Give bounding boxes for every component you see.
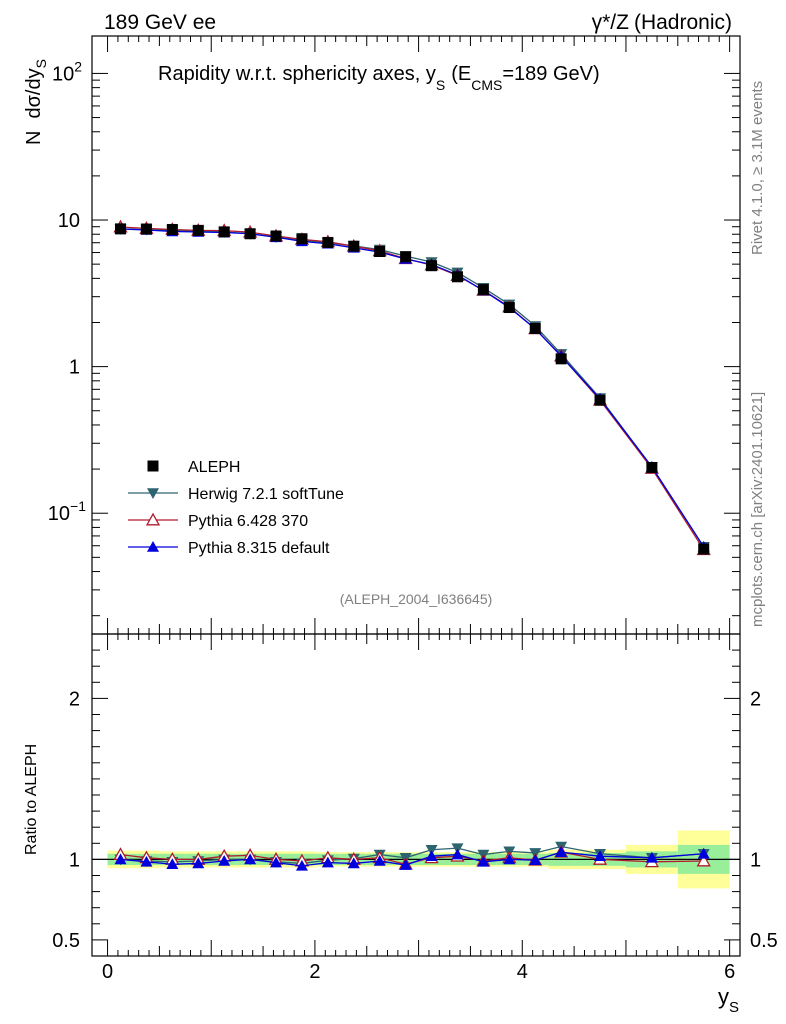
x-tick-label: 0 — [102, 961, 113, 983]
y-tick-label-main: 10 — [58, 210, 80, 232]
x-tick-label: 6 — [724, 961, 735, 983]
y-tick-label-ratio-right: 2 — [750, 688, 761, 710]
data-point — [426, 260, 438, 272]
header-right: γ*/Z (Hadronic) — [592, 11, 732, 34]
ratio-series-marker — [192, 857, 205, 869]
main-y-axis-label-dsig: dσ/dy — [23, 68, 45, 118]
y-tick-label-main: 10−1 — [48, 498, 86, 525]
plot-title-ecms-sub: CMS — [471, 77, 502, 93]
ratio-series-marker — [451, 848, 464, 860]
main-series-layer — [113, 219, 711, 556]
data-point — [140, 223, 152, 235]
data-point — [270, 230, 282, 242]
data-point — [374, 245, 386, 257]
ratio-series-marker — [399, 859, 412, 870]
ratio-series-marker — [295, 859, 308, 871]
plot-title-main: Rapidity w.r.t. sphericity axes, y — [158, 63, 436, 85]
data-point — [218, 226, 230, 238]
ratio-series-marker — [697, 847, 710, 859]
legend-marker — [145, 512, 161, 526]
header-left: 189 GeV ee — [104, 11, 216, 34]
header-right-symbol: γ*/Z — [592, 11, 630, 34]
data-point — [594, 394, 606, 406]
ratio-series-marker — [140, 855, 153, 867]
plot-title-sub: S — [436, 77, 445, 93]
main-y-axis-label: Ndσ/dyS — [23, 59, 49, 145]
legend-marker — [147, 488, 159, 499]
data-point — [529, 322, 541, 334]
ratio-series-marker — [114, 853, 127, 865]
mcplots-label: mcplots.cern.ch [arXiv:2401.10621] — [749, 392, 766, 627]
axis-tick-labels: 0 2 4 6 10−1 1 10 102 0.5 0.5 1 1 2 2 — [48, 58, 778, 983]
y-tick-label-ratio: 0.5 — [52, 930, 80, 952]
plot-title-ecms-value: =189 GeV) — [502, 63, 599, 85]
y-tick-label-main: 102 — [52, 58, 82, 85]
y-tick-label-ratio-right: 0.5 — [750, 930, 778, 952]
data-point — [451, 271, 463, 283]
x-axis-label-sub: S — [729, 999, 739, 1016]
data-point — [646, 462, 658, 474]
ratio-series-marker — [373, 855, 386, 866]
legend-label: Pythia 6.428 370 — [188, 513, 308, 530]
ratio-series-marker — [529, 854, 542, 866]
ratio-series-marker — [244, 853, 257, 865]
ratio-series-marker — [347, 857, 360, 869]
legend-marker — [147, 460, 159, 472]
y-tick-label-ratio: 1 — [69, 849, 80, 871]
ratio-series-marker — [555, 846, 568, 857]
ratio-series-marker — [218, 855, 231, 866]
ratio-series-marker — [425, 850, 438, 861]
data-point — [322, 236, 334, 248]
x-tick-label: 2 — [309, 961, 320, 983]
ratio-series-marker — [321, 856, 334, 868]
data-point — [296, 233, 308, 245]
ratio-y-axis-label: Ratio to ALEPH — [23, 744, 40, 855]
ratio-series-marker — [645, 851, 658, 863]
y-tick-label-ratio-right: 1 — [750, 849, 761, 871]
main-y-axis-label-n: N — [23, 131, 45, 145]
ratio-series-marker — [594, 850, 607, 861]
data-point — [698, 543, 710, 555]
rivet-version-label: Rivet 4.1.0, ≥ 3.1M events — [749, 81, 766, 255]
axis-ticks — [92, 36, 740, 956]
data-point — [555, 353, 567, 365]
ratio-series-marker — [477, 855, 490, 867]
y-tick-label-ratio: 2 — [69, 688, 80, 710]
data-point — [503, 302, 515, 314]
ratio-panel-frame — [91, 633, 741, 957]
legend: ALEPH Herwig 7.2.1 softTune Pythia 6.428 3… — [128, 459, 344, 557]
plot-title: Rapidity w.r.t. sphericity axes, yS (ECMS… — [158, 63, 600, 93]
data-point — [115, 223, 127, 235]
x-tick-label: 4 — [517, 961, 528, 983]
x-axis-label-main: y — [718, 984, 729, 1009]
x-axis-label: yS — [718, 984, 739, 1016]
ratio-series-layer — [113, 841, 711, 871]
data-point — [477, 284, 489, 296]
plot-title-ecms: (E — [451, 63, 471, 85]
ratio-series-marker — [166, 858, 179, 870]
data-point — [192, 224, 204, 236]
legend-marker — [147, 541, 159, 552]
main-y-axis-label-sub: S — [33, 59, 49, 68]
ratio-series-marker — [696, 853, 711, 867]
header-right-process: (Hadronic) — [634, 11, 732, 34]
data-point — [348, 240, 360, 252]
ratio-series-marker — [270, 856, 283, 868]
y-tick-label-main: 1 — [69, 357, 80, 379]
data-point — [244, 228, 256, 240]
data-point — [400, 251, 412, 263]
legend-label: Herwig 7.2.1 softTune — [188, 486, 344, 503]
legend-label: ALEPH — [188, 459, 240, 476]
ratio-series-marker — [503, 853, 516, 865]
legend-label: Pythia 8.315 default — [188, 540, 330, 557]
analysis-watermark: (ALEPH_2004_I636645) — [340, 591, 493, 607]
data-point — [166, 223, 178, 235]
